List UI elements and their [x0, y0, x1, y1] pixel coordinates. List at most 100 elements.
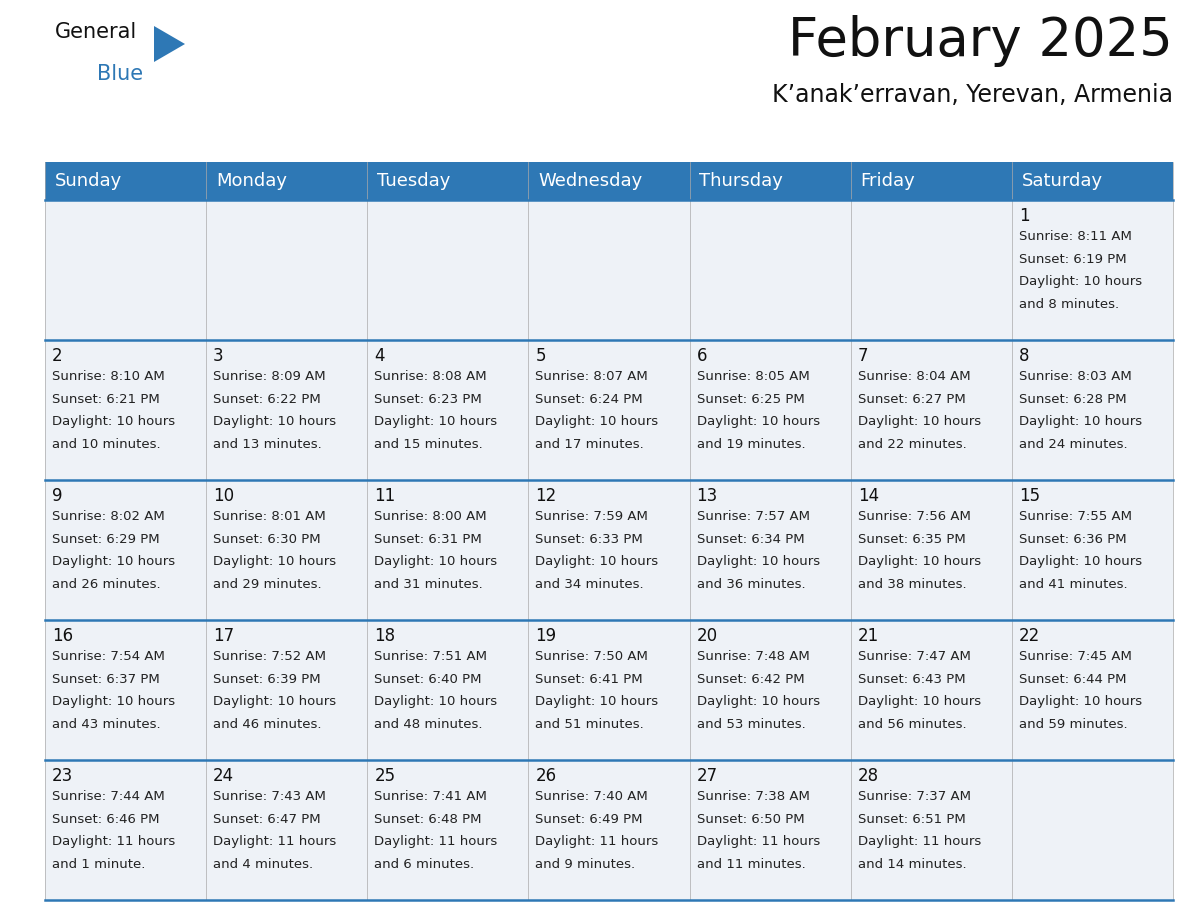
Bar [1012, 340, 1173, 480]
Text: and 48 minutes.: and 48 minutes. [374, 718, 482, 731]
Text: Daylight: 11 hours: Daylight: 11 hours [858, 835, 981, 848]
Text: Daylight: 10 hours: Daylight: 10 hours [858, 555, 981, 568]
Text: and 31 minutes.: and 31 minutes. [374, 577, 484, 591]
Text: 12: 12 [536, 487, 557, 505]
Bar [207, 620, 367, 760]
Text: Daylight: 10 hours: Daylight: 10 hours [858, 695, 981, 708]
Text: Thursday: Thursday [700, 172, 783, 190]
Text: and 29 minutes.: and 29 minutes. [213, 577, 322, 591]
Text: Daylight: 10 hours: Daylight: 10 hours [1019, 415, 1142, 428]
Bar [207, 760, 367, 900]
Bar [45, 340, 207, 480]
Bar [45, 760, 207, 900]
Text: Friday: Friday [860, 172, 915, 190]
Text: and 19 minutes.: and 19 minutes. [696, 438, 805, 451]
Text: Sunset: 6:51 PM: Sunset: 6:51 PM [858, 812, 966, 825]
Text: 7: 7 [858, 347, 868, 365]
Text: Sunrise: 7:55 AM: Sunrise: 7:55 AM [1019, 510, 1132, 523]
Text: 14: 14 [858, 487, 879, 505]
Text: Daylight: 10 hours: Daylight: 10 hours [696, 555, 820, 568]
Bar [529, 200, 689, 340]
Text: and 36 minutes.: and 36 minutes. [696, 577, 805, 591]
Text: and 13 minutes.: and 13 minutes. [213, 438, 322, 451]
Text: Sunset: 6:28 PM: Sunset: 6:28 PM [1019, 393, 1126, 406]
Text: 1: 1 [1019, 207, 1030, 225]
Text: and 10 minutes.: and 10 minutes. [52, 438, 160, 451]
Text: and 34 minutes.: and 34 minutes. [536, 577, 644, 591]
Text: February 2025: February 2025 [789, 15, 1173, 67]
Text: Sunrise: 7:44 AM: Sunrise: 7:44 AM [52, 790, 165, 803]
Text: Sunrise: 7:56 AM: Sunrise: 7:56 AM [858, 510, 971, 523]
Text: 11: 11 [374, 487, 396, 505]
Text: Sunset: 6:33 PM: Sunset: 6:33 PM [536, 532, 643, 545]
Text: 21: 21 [858, 627, 879, 645]
Text: Daylight: 10 hours: Daylight: 10 hours [536, 695, 658, 708]
Bar [367, 200, 529, 340]
Text: Sunrise: 7:50 AM: Sunrise: 7:50 AM [536, 650, 649, 663]
Text: 19: 19 [536, 627, 556, 645]
Text: Sunrise: 7:38 AM: Sunrise: 7:38 AM [696, 790, 809, 803]
Bar [1012, 480, 1173, 620]
Text: 26: 26 [536, 767, 556, 785]
Text: Sunrise: 8:05 AM: Sunrise: 8:05 AM [696, 370, 809, 383]
Text: 5: 5 [536, 347, 546, 365]
Bar [851, 480, 1012, 620]
Text: and 26 minutes.: and 26 minutes. [52, 577, 160, 591]
Text: K’anak’erravan, Yerevan, Armenia: K’anak’erravan, Yerevan, Armenia [772, 83, 1173, 107]
Text: Saturday: Saturday [1022, 172, 1102, 190]
Text: Sunrise: 8:11 AM: Sunrise: 8:11 AM [1019, 230, 1132, 243]
Bar [529, 340, 689, 480]
Text: 22: 22 [1019, 627, 1041, 645]
Bar [851, 200, 1012, 340]
Text: 15: 15 [1019, 487, 1040, 505]
Bar [207, 200, 367, 340]
Text: Sunset: 6:49 PM: Sunset: 6:49 PM [536, 812, 643, 825]
Text: Sunset: 6:19 PM: Sunset: 6:19 PM [1019, 252, 1126, 265]
Text: Sunrise: 7:43 AM: Sunrise: 7:43 AM [213, 790, 326, 803]
Text: Sunrise: 8:01 AM: Sunrise: 8:01 AM [213, 510, 326, 523]
Polygon shape [154, 26, 185, 62]
Text: Daylight: 10 hours: Daylight: 10 hours [1019, 275, 1142, 288]
Text: 16: 16 [52, 627, 74, 645]
Text: and 46 minutes.: and 46 minutes. [213, 718, 322, 731]
Text: Daylight: 10 hours: Daylight: 10 hours [1019, 555, 1142, 568]
Text: Sunset: 6:25 PM: Sunset: 6:25 PM [696, 393, 804, 406]
Text: 4: 4 [374, 347, 385, 365]
Text: Sunrise: 8:08 AM: Sunrise: 8:08 AM [374, 370, 487, 383]
Text: and 24 minutes.: and 24 minutes. [1019, 438, 1127, 451]
Text: Daylight: 11 hours: Daylight: 11 hours [52, 835, 176, 848]
Text: 9: 9 [52, 487, 63, 505]
Text: and 51 minutes.: and 51 minutes. [536, 718, 644, 731]
Bar [851, 760, 1012, 900]
Text: Daylight: 10 hours: Daylight: 10 hours [374, 415, 498, 428]
Text: Tuesday: Tuesday [377, 172, 450, 190]
Text: Sunset: 6:46 PM: Sunset: 6:46 PM [52, 812, 159, 825]
Text: Sunrise: 8:07 AM: Sunrise: 8:07 AM [536, 370, 649, 383]
Text: and 22 minutes.: and 22 minutes. [858, 438, 967, 451]
Text: and 15 minutes.: and 15 minutes. [374, 438, 484, 451]
Text: and 1 minute.: and 1 minute. [52, 857, 145, 871]
Bar [207, 480, 367, 620]
Text: Daylight: 10 hours: Daylight: 10 hours [213, 555, 336, 568]
Text: and 17 minutes.: and 17 minutes. [536, 438, 644, 451]
Text: and 6 minutes.: and 6 minutes. [374, 857, 474, 871]
Text: Sunrise: 8:10 AM: Sunrise: 8:10 AM [52, 370, 165, 383]
Bar [689, 620, 851, 760]
Bar [529, 480, 689, 620]
Text: Sunset: 6:36 PM: Sunset: 6:36 PM [1019, 532, 1126, 545]
Text: Sunset: 6:44 PM: Sunset: 6:44 PM [1019, 673, 1126, 686]
Bar [529, 760, 689, 900]
Bar [1012, 620, 1173, 760]
Text: Sunrise: 8:00 AM: Sunrise: 8:00 AM [374, 510, 487, 523]
Text: Sunrise: 7:37 AM: Sunrise: 7:37 AM [858, 790, 971, 803]
Text: Sunset: 6:27 PM: Sunset: 6:27 PM [858, 393, 966, 406]
Text: 20: 20 [696, 627, 718, 645]
Text: General: General [55, 22, 138, 42]
Text: Sunrise: 7:41 AM: Sunrise: 7:41 AM [374, 790, 487, 803]
Text: Sunrise: 7:59 AM: Sunrise: 7:59 AM [536, 510, 649, 523]
Text: Daylight: 10 hours: Daylight: 10 hours [213, 695, 336, 708]
Bar [45, 200, 207, 340]
Text: and 53 minutes.: and 53 minutes. [696, 718, 805, 731]
Text: Sunset: 6:41 PM: Sunset: 6:41 PM [536, 673, 643, 686]
Bar [367, 480, 529, 620]
